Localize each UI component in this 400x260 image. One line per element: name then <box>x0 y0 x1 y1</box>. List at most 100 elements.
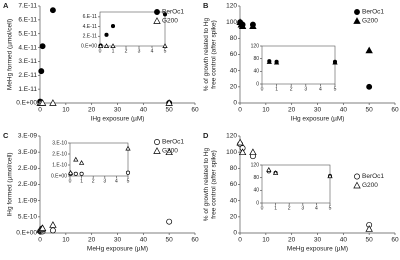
marker <box>49 227 56 234</box>
x-tick-label: 5 <box>127 178 130 184</box>
marker <box>73 171 78 176</box>
x-tick-label: 10 <box>62 107 70 114</box>
marker <box>162 43 168 48</box>
x-tick-label: 40 <box>140 237 148 244</box>
x-tick-label: 4 <box>115 178 118 184</box>
y-tick-label: 6.E-11 <box>83 14 98 20</box>
x-tick-label: 50 <box>166 237 174 244</box>
y-axis-title: % of growth related to Hg <box>203 147 210 221</box>
legend-marker <box>153 147 161 154</box>
x-tick-label: 60 <box>391 107 399 114</box>
x-tick-label: 0 <box>69 178 72 184</box>
marker <box>165 99 173 106</box>
y-tick-label: 80 <box>253 175 259 181</box>
y-tick-label: 3.E-10 <box>52 140 67 146</box>
marker <box>162 12 168 17</box>
y-tick-label: 40 <box>230 67 238 74</box>
marker <box>125 145 131 151</box>
x-tick-label: 60 <box>191 107 199 114</box>
marker <box>236 138 244 146</box>
y-tick-label: 120 <box>226 3 237 10</box>
x-tick-label: 2 <box>125 48 128 54</box>
legend-label: BerOc1 <box>362 9 384 16</box>
x-tick-label: 60 <box>191 237 199 244</box>
y-tick-label: 0.E+00 <box>16 100 37 107</box>
x-axis-title: IHg exposure (µM) <box>91 116 145 123</box>
panel-label: C <box>3 131 9 140</box>
legend-marker <box>353 181 361 189</box>
panel-label: B <box>203 1 209 10</box>
marker <box>125 170 131 175</box>
marker <box>249 22 257 30</box>
legend-label: G200 <box>162 18 178 25</box>
marker <box>238 148 247 156</box>
marker <box>104 32 109 37</box>
inset-frame <box>261 164 331 204</box>
y-axis-title: free control (after spike) <box>210 150 217 219</box>
y-tick-label: 5.E-10 <box>18 214 38 221</box>
marker <box>38 224 47 231</box>
y-tick-label: 0.E+00 <box>81 43 97 49</box>
marker <box>98 43 104 48</box>
y-tick-label: 6.E-11 <box>18 17 37 24</box>
y-tick-label: 2.E-10 <box>52 151 67 157</box>
legend-label: BerOc1 <box>162 9 184 16</box>
legend-label: BerOc1 <box>162 139 184 146</box>
x-tick-label: 0 <box>261 205 264 211</box>
x-tick-label: 20 <box>288 107 296 114</box>
x-tick-label: 30 <box>314 237 322 244</box>
x-tick-label: 5 <box>334 86 337 92</box>
x-tick-label: 50 <box>366 107 374 114</box>
y-tick-label: 0.E+00 <box>16 230 37 237</box>
legend-marker <box>154 9 160 15</box>
y-tick-label: 20 <box>230 214 238 221</box>
x-tick-label: 0 <box>238 237 242 244</box>
y-tick-label: 5.E-11 <box>18 30 37 37</box>
x-tick-label: 0 <box>99 48 102 54</box>
y-tick-label: 20 <box>230 84 238 91</box>
marker <box>365 46 373 54</box>
y-tick-label: 7.E-11 <box>18 3 37 10</box>
marker <box>73 156 79 162</box>
x-tick-label: 0 <box>38 237 42 244</box>
legend-label: BerOc1 <box>362 173 384 180</box>
x-tick-label: 0 <box>261 86 264 92</box>
y-axis-title: % of growth related to Hg <box>203 17 210 91</box>
marker <box>165 148 173 156</box>
y-tick-label: 80 <box>253 56 259 62</box>
legend-label: G200 <box>362 182 378 189</box>
marker <box>266 59 272 64</box>
y-tick-label: 0 <box>256 200 259 206</box>
y-axis-title: MeHg formed (µmol/cell) <box>7 19 14 90</box>
x-axis-title: MeHg exposure (µM) <box>87 246 148 253</box>
legend-marker <box>353 17 361 24</box>
marker <box>103 43 110 48</box>
marker <box>38 99 47 106</box>
x-axis-title: IHg exposure (µM) <box>291 116 345 123</box>
x-tick-label: 10 <box>262 107 270 114</box>
x-tick-label: 20 <box>88 107 96 114</box>
x-tick-label: 1 <box>80 178 83 184</box>
marker <box>67 169 74 175</box>
y-axis-title: IHg formed (µmol/cell) <box>7 152 14 216</box>
panel-label: A <box>3 1 9 10</box>
y-tick-label: 40 <box>253 69 259 75</box>
x-tick-label: 3 <box>304 86 307 92</box>
x-tick-label: 50 <box>166 107 174 114</box>
x-tick-label: 20 <box>88 237 96 244</box>
y-tick-label: 3.E-09 <box>18 133 38 140</box>
y-tick-label: 80 <box>230 35 238 42</box>
marker <box>39 43 46 50</box>
marker <box>266 166 272 172</box>
marker <box>49 7 56 14</box>
x-tick-label: 0 <box>38 107 42 114</box>
y-tick-label: 1.E-09 <box>18 197 38 204</box>
x-tick-label: 2 <box>288 205 291 211</box>
y-tick-label: 3.E-11 <box>18 58 37 65</box>
x-tick-label: 4 <box>319 86 322 92</box>
y-tick-label: 80 <box>230 165 238 172</box>
legend-marker <box>354 9 360 15</box>
marker <box>249 148 257 156</box>
marker <box>79 171 84 176</box>
